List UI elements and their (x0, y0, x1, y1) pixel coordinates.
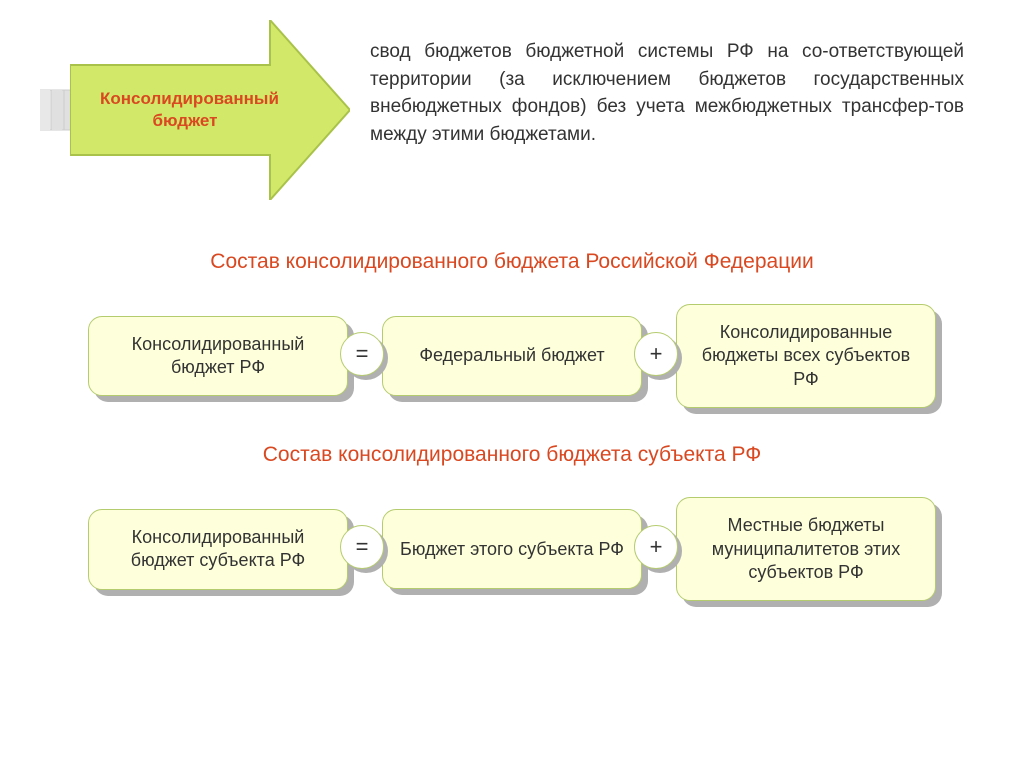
arrow-label: Консолидированный бюджет (100, 88, 270, 132)
eq1-op1-wrap: = (340, 332, 390, 380)
eq1-box2: Федеральный бюджет (382, 316, 642, 396)
equation-2: Консолидированный бюджет субъекта РФ = Б… (40, 497, 984, 601)
equals-icon: = (340, 525, 384, 569)
eq2-box1: Консолидированный бюджет субъекта РФ (88, 509, 348, 590)
eq1-box3: Консолидированные бюджеты всех субъектов… (676, 304, 936, 408)
definition-text: свод бюджетов бюджетной системы РФ на со… (370, 20, 984, 148)
eq1-op2-wrap: + (634, 332, 684, 380)
eq2-box1-wrap: Консолидированный бюджет субъекта РФ (88, 509, 348, 590)
equation-1: Консолидированный бюджет РФ = Федеральны… (40, 304, 984, 408)
eq1-box1: Консолидированный бюджет РФ (88, 316, 348, 397)
equals-icon: = (340, 332, 384, 376)
eq2-op1-wrap: = (340, 525, 390, 573)
plus-icon: + (634, 525, 678, 569)
eq2-box2: Бюджет этого субъекта РФ (382, 509, 642, 589)
arrow-container: Консолидированный бюджет (40, 20, 350, 200)
eq1-box1-wrap: Консолидированный бюджет РФ (88, 316, 348, 397)
eq2-box2-wrap: Бюджет этого субъекта РФ (382, 509, 642, 589)
section1-title: Состав консолидированного бюджета Россий… (40, 250, 984, 274)
eq1-box2-wrap: Федеральный бюджет (382, 316, 642, 396)
top-section: Консолидированный бюджет свод бюджетов б… (40, 20, 984, 200)
eq2-box3: Местные бюджеты муниципалитетов этих суб… (676, 497, 936, 601)
eq1-box3-wrap: Консолидированные бюджеты всех субъектов… (676, 304, 936, 408)
eq2-op2-wrap: + (634, 525, 684, 573)
section2-title: Состав консолидированного бюджета субъек… (40, 443, 984, 467)
plus-icon: + (634, 332, 678, 376)
eq2-box3-wrap: Местные бюджеты муниципалитетов этих суб… (676, 497, 936, 601)
